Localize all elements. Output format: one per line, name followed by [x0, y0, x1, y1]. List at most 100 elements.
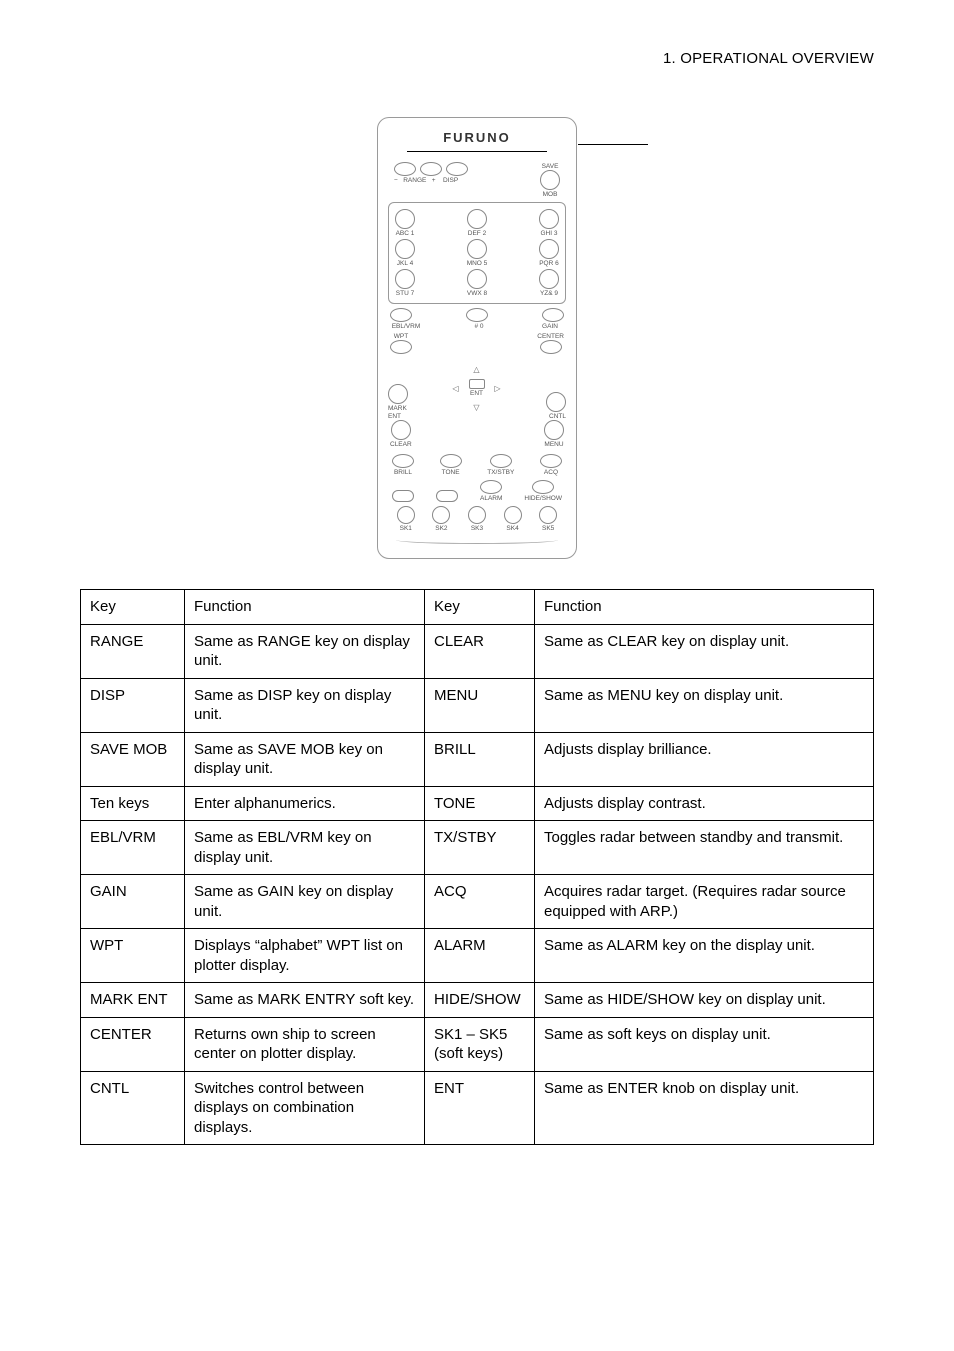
gain-key	[542, 308, 564, 322]
numpad-group: ABC 1 DEF 2 GHI 3 JKL 4 MNO 5 PQR 6 STU …	[388, 202, 566, 304]
mob-label: MOB	[543, 191, 558, 198]
cell: ENT	[425, 1071, 535, 1145]
table-row: GAINSame as GAIN key on display unit.ACQ…	[81, 875, 874, 929]
cell: HIDE/SHOW	[425, 983, 535, 1018]
range-plus-label: +	[432, 177, 436, 184]
num-4-key	[395, 239, 415, 259]
dpad: △ ◁ ENT ▷ ▽	[446, 360, 509, 416]
key-function-table: Key Function Key Function RANGESame as R…	[80, 589, 874, 1145]
table-row: DISPSame as DISP key on display unit.MEN…	[81, 678, 874, 732]
cell: Adjusts display brilliance.	[535, 732, 874, 786]
table-row: SAVE MOBSame as SAVE MOB key on display …	[81, 732, 874, 786]
remote-bottom-curve	[396, 536, 558, 544]
cell: SAVE MOB	[81, 732, 185, 786]
save-label: SAVE	[542, 163, 559, 170]
tone-key	[440, 454, 462, 468]
cell: ALARM	[425, 929, 535, 983]
cell: Returns own ship to screen center on plo…	[185, 1017, 425, 1071]
cell: Switches control between displays on com…	[185, 1071, 425, 1145]
cell: Same as EBL/VRM key on display unit.	[185, 821, 425, 875]
cell: Same as HIDE/SHOW key on display unit.	[535, 983, 874, 1018]
pill-1	[392, 490, 414, 502]
ent-key	[469, 379, 485, 389]
num-3-key	[539, 209, 559, 229]
num-2-key	[467, 209, 487, 229]
page-header: 1. OPERATIONAL OVERVIEW	[80, 50, 874, 67]
dpad-up-icon: △	[473, 365, 479, 374]
cntl-label: CNTL	[549, 413, 566, 420]
table-row: Ten keysEnter alphanumerics.TONEAdjusts …	[81, 786, 874, 821]
cell: CENTER	[81, 1017, 185, 1071]
wpt-label: WPT	[394, 333, 408, 340]
th-func-1: Function	[185, 590, 425, 625]
pill-2	[436, 490, 458, 502]
sk1-key	[397, 506, 415, 524]
th-key-2: Key	[425, 590, 535, 625]
num-5-key	[467, 239, 487, 259]
th-key-1: Key	[81, 590, 185, 625]
cell: DISP	[81, 678, 185, 732]
cell: Same as MARK ENTRY soft key.	[185, 983, 425, 1018]
center-key	[540, 340, 562, 354]
range-plus-key	[420, 162, 442, 176]
center-label: CENTER	[537, 333, 564, 340]
range-minus-key	[394, 162, 416, 176]
cell: Enter alphanumerics.	[185, 786, 425, 821]
cell: Same as DISP key on display unit.	[185, 678, 425, 732]
sk4-key	[504, 506, 522, 524]
clear-label: CLEAR	[390, 441, 412, 448]
cell: BRILL	[425, 732, 535, 786]
dpad-left-icon: ◁	[452, 384, 458, 393]
cell: Same as ENTER knob on display unit.	[535, 1071, 874, 1145]
remote-illustration-wrap: FURUNO − RANGE + DISP	[80, 117, 874, 559]
cell: TONE	[425, 786, 535, 821]
dpad-down-icon: ▽	[473, 403, 479, 412]
cell: Same as RANGE key on display unit.	[185, 624, 425, 678]
table-row: EBL/VRMSame as EBL/VRM key on display un…	[81, 821, 874, 875]
range-minus-label: −	[394, 177, 398, 184]
range-label: RANGE	[400, 177, 430, 184]
cell: Toggles radar between standby and transm…	[535, 821, 874, 875]
cell: WPT	[81, 929, 185, 983]
txstby-key	[490, 454, 512, 468]
cell: GAIN	[81, 875, 185, 929]
cell: Same as CLEAR key on display unit.	[535, 624, 874, 678]
menu-label: MENU	[544, 441, 563, 448]
num-8-key	[467, 269, 487, 289]
th-func-2: Function	[535, 590, 874, 625]
table-row: MARK ENTSame as MARK ENTRY soft key.HIDE…	[81, 983, 874, 1018]
table-header-row: Key Function Key Function	[81, 590, 874, 625]
alarm-key	[480, 480, 502, 494]
cell: MENU	[425, 678, 535, 732]
num-9-key	[539, 269, 559, 289]
cell: Adjusts display contrast.	[535, 786, 874, 821]
cell: TX/STBY	[425, 821, 535, 875]
table-row: RANGESame as RANGE key on display unit.C…	[81, 624, 874, 678]
table-row: CNTLSwitches control between displays on…	[81, 1071, 874, 1145]
brand-callout-line	[578, 144, 648, 145]
cell: Same as ALARM key on the display unit.	[535, 929, 874, 983]
sk2-key	[432, 506, 450, 524]
gain-label: GAIN	[536, 323, 564, 330]
num-0-label: # 0	[469, 323, 489, 330]
cntl-key	[546, 392, 566, 412]
menu-key	[544, 420, 564, 440]
cell: Same as SAVE MOB key on display unit.	[185, 732, 425, 786]
num-7-key	[395, 269, 415, 289]
table-row: WPTDisplays “alphabet” WPT list on plott…	[81, 929, 874, 983]
acq-key	[540, 454, 562, 468]
table-row: CENTERReturns own ship to screen center …	[81, 1017, 874, 1071]
clear-key	[391, 420, 411, 440]
disp-label: DISP	[438, 177, 464, 184]
ent-side-label: ENT	[388, 413, 401, 420]
cell: RANGE	[81, 624, 185, 678]
mark-ent-key	[388, 384, 408, 404]
num-6-key	[539, 239, 559, 259]
cell: EBL/VRM	[81, 821, 185, 875]
cell: Same as soft keys on display unit.	[535, 1017, 874, 1071]
disp-key	[446, 162, 468, 176]
sk5-key	[539, 506, 557, 524]
wpt-key	[390, 340, 412, 354]
cell: Displays “alphabet” WPT list on plotter …	[185, 929, 425, 983]
hideshow-key	[532, 480, 554, 494]
